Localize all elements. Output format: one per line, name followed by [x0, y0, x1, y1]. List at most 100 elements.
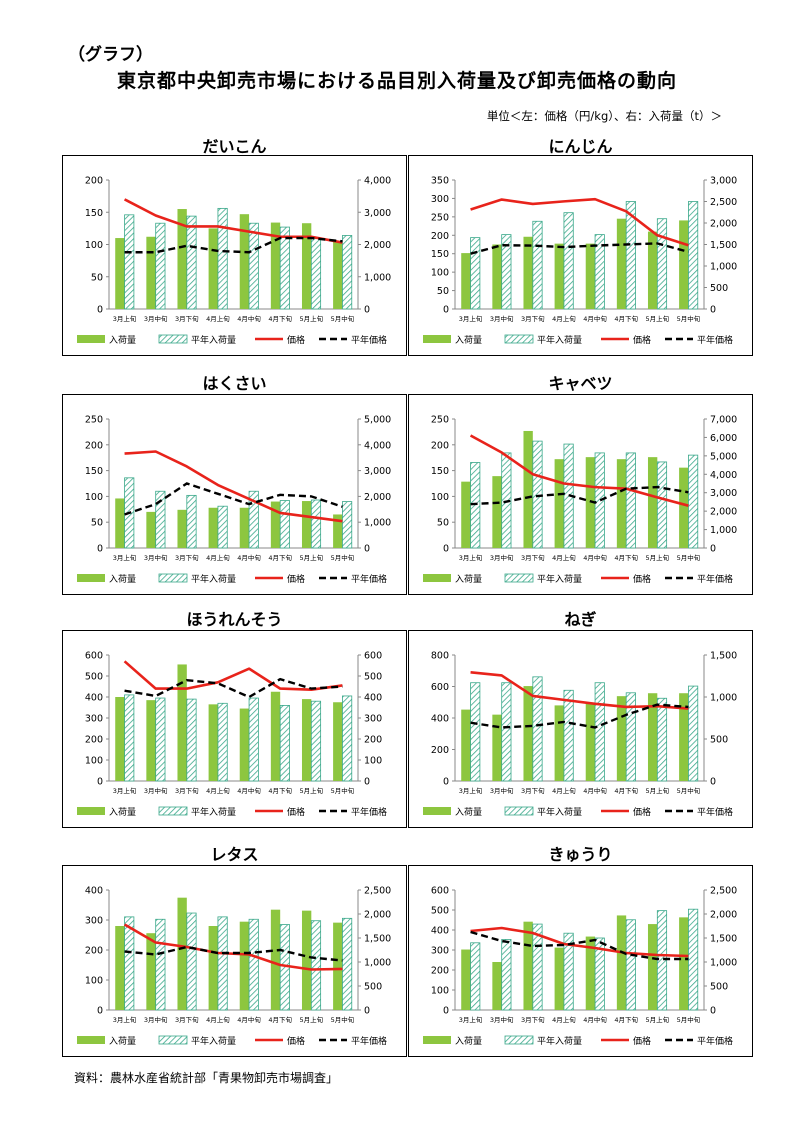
right-tick-label: 4,000 — [364, 440, 391, 451]
right-tick-label: 500 — [710, 982, 728, 993]
right-tick-label: 0 — [364, 544, 370, 555]
chart-title-spinach: ほうれんそう — [186, 610, 283, 629]
price-line — [470, 197, 689, 247]
left-tick-label: 500 — [85, 672, 103, 683]
right-tick-label: 3,000 — [710, 176, 737, 187]
normal-price-line — [124, 236, 343, 254]
right-tick-label: 0 — [710, 305, 716, 316]
x-tick-label: 5月中旬 — [677, 314, 701, 323]
left-tick-label: 300 — [85, 916, 103, 927]
arrival-bar — [492, 476, 502, 548]
x-tick-label: 5月中旬 — [677, 786, 701, 795]
x-tick-label: 3月下旬 — [175, 314, 199, 323]
chart-negi: 0 200 400 600 800 0 500 1,000 1,500 3月上旬 3月中旬 3月下旬 4… — [408, 630, 753, 828]
chart-title-lettuce: レタス — [210, 845, 259, 864]
arrival-bar — [270, 691, 281, 781]
left-tick-label: 400 — [85, 693, 103, 704]
legend-price-label: 価格 — [287, 1035, 305, 1047]
arrival-bar — [679, 220, 689, 309]
legend-normal-price-label: 平年価格 — [351, 573, 387, 585]
left-tick-label: 200 — [85, 735, 103, 746]
normal-arrival-bar — [625, 452, 636, 549]
price-line — [470, 671, 689, 710]
legend-arrival-label: 入荷量 — [455, 335, 482, 346]
legend-normal-arrival-label: 平年入荷量 — [191, 573, 236, 585]
legend-normal-arrival-swatch — [504, 573, 534, 583]
arrival-bar — [177, 509, 187, 548]
right-tick-label: 0 — [364, 777, 370, 788]
chart-lettuce: 0 100 200 300 400 0 500 1,000 1,500 2,000 2,500 3月上… — [62, 865, 407, 1057]
chart-title-cabbage: キャベツ — [548, 374, 613, 393]
price-line — [124, 450, 343, 523]
normal-arrival-bar — [532, 923, 543, 1011]
normal-arrival-bar — [124, 214, 135, 310]
arrival-bar — [146, 933, 156, 1010]
right-tick-label: 2,000 — [710, 219, 737, 230]
x-tick-label: 5月上旬 — [299, 553, 323, 562]
x-tick-label: 4月中旬 — [583, 786, 607, 795]
legend-arrival-label: 入荷量 — [109, 335, 136, 346]
chart-title-ninjin: にんじん — [548, 137, 613, 156]
x-tick-label: 3月下旬 — [175, 553, 199, 562]
normal-arrival-bar — [594, 937, 605, 1011]
normal-arrival-bar — [279, 705, 290, 782]
x-tick-label: 5月上旬 — [645, 553, 669, 562]
arrival-bar — [461, 253, 471, 309]
x-tick-label: 3月上旬 — [459, 1015, 483, 1024]
normal-arrival-bar — [688, 201, 699, 310]
legend-normal-arrival-label: 平年入荷量 — [537, 573, 582, 585]
legend-arrival-swatch — [423, 1036, 451, 1044]
arrival-bar — [679, 693, 689, 781]
legend-normal-arrival-swatch — [158, 1035, 188, 1045]
left-tick-label: 600 — [85, 651, 103, 662]
arrival-bar — [679, 467, 689, 548]
normal-price-line — [470, 703, 689, 729]
legend-arrival-label: 入荷量 — [109, 807, 136, 818]
right-tick-label: 2,500 — [710, 886, 737, 897]
normal-arrival-bar — [501, 682, 512, 782]
arrival-bar — [461, 949, 471, 1010]
normal-arrival-bar — [594, 234, 605, 310]
left-tick-label: 300 — [431, 194, 449, 205]
normal-arrival-bar — [342, 501, 353, 549]
arrival-bar — [177, 209, 187, 309]
normal-arrival-bar — [625, 692, 636, 782]
price-line — [470, 926, 689, 958]
x-tick-label: 3月下旬 — [521, 314, 545, 323]
left-tick-label: 150 — [85, 466, 103, 477]
x-tick-label: 4月下旬 — [614, 786, 638, 795]
unit-note: 単位＜左：価格（円/kg）、右：入荷量（t）＞ — [486, 109, 722, 123]
legend-arrival-swatch — [77, 335, 105, 343]
normal-price-line — [470, 485, 689, 506]
left-tick-label: 150 — [431, 466, 449, 477]
x-tick-label: 3月上旬 — [459, 314, 483, 323]
right-tick-label: 5,000 — [710, 451, 737, 462]
left-tick-label: 0 — [443, 777, 449, 788]
normal-arrival-bar — [625, 201, 636, 310]
normal-arrival-bar — [688, 454, 699, 549]
legend-arrival-swatch — [77, 1036, 105, 1044]
legend-normal-arrival-label: 平年入荷量 — [537, 1035, 582, 1047]
left-tick-label: 600 — [431, 886, 449, 897]
arrival-bar — [554, 243, 564, 309]
legend-normal-price-label: 平年価格 — [697, 806, 733, 818]
arrival-bar — [239, 708, 250, 781]
x-tick-label: 3月上旬 — [113, 553, 137, 562]
arrival-bar — [115, 498, 125, 548]
arrival-bar — [492, 244, 502, 309]
normal-arrival-bar — [470, 462, 481, 549]
arrival-bar — [523, 686, 533, 781]
x-tick-label: 4月中旬 — [237, 1015, 261, 1024]
legend-price-label: 価格 — [287, 806, 305, 818]
legend-normal-arrival-swatch — [158, 573, 188, 583]
normal-arrival-bar — [342, 235, 353, 310]
left-tick-label: 150 — [85, 208, 103, 219]
right-tick-label: 3,000 — [710, 488, 737, 499]
right-tick-label: 3,000 — [364, 466, 391, 477]
right-tick-label: 0 — [710, 544, 716, 555]
normal-arrival-bar — [470, 237, 481, 310]
normal-arrival-bar — [124, 694, 135, 782]
x-tick-label: 4月下旬 — [268, 553, 292, 562]
legend-normal-arrival-label: 平年入荷量 — [191, 1035, 236, 1047]
arrival-bar — [461, 709, 471, 781]
